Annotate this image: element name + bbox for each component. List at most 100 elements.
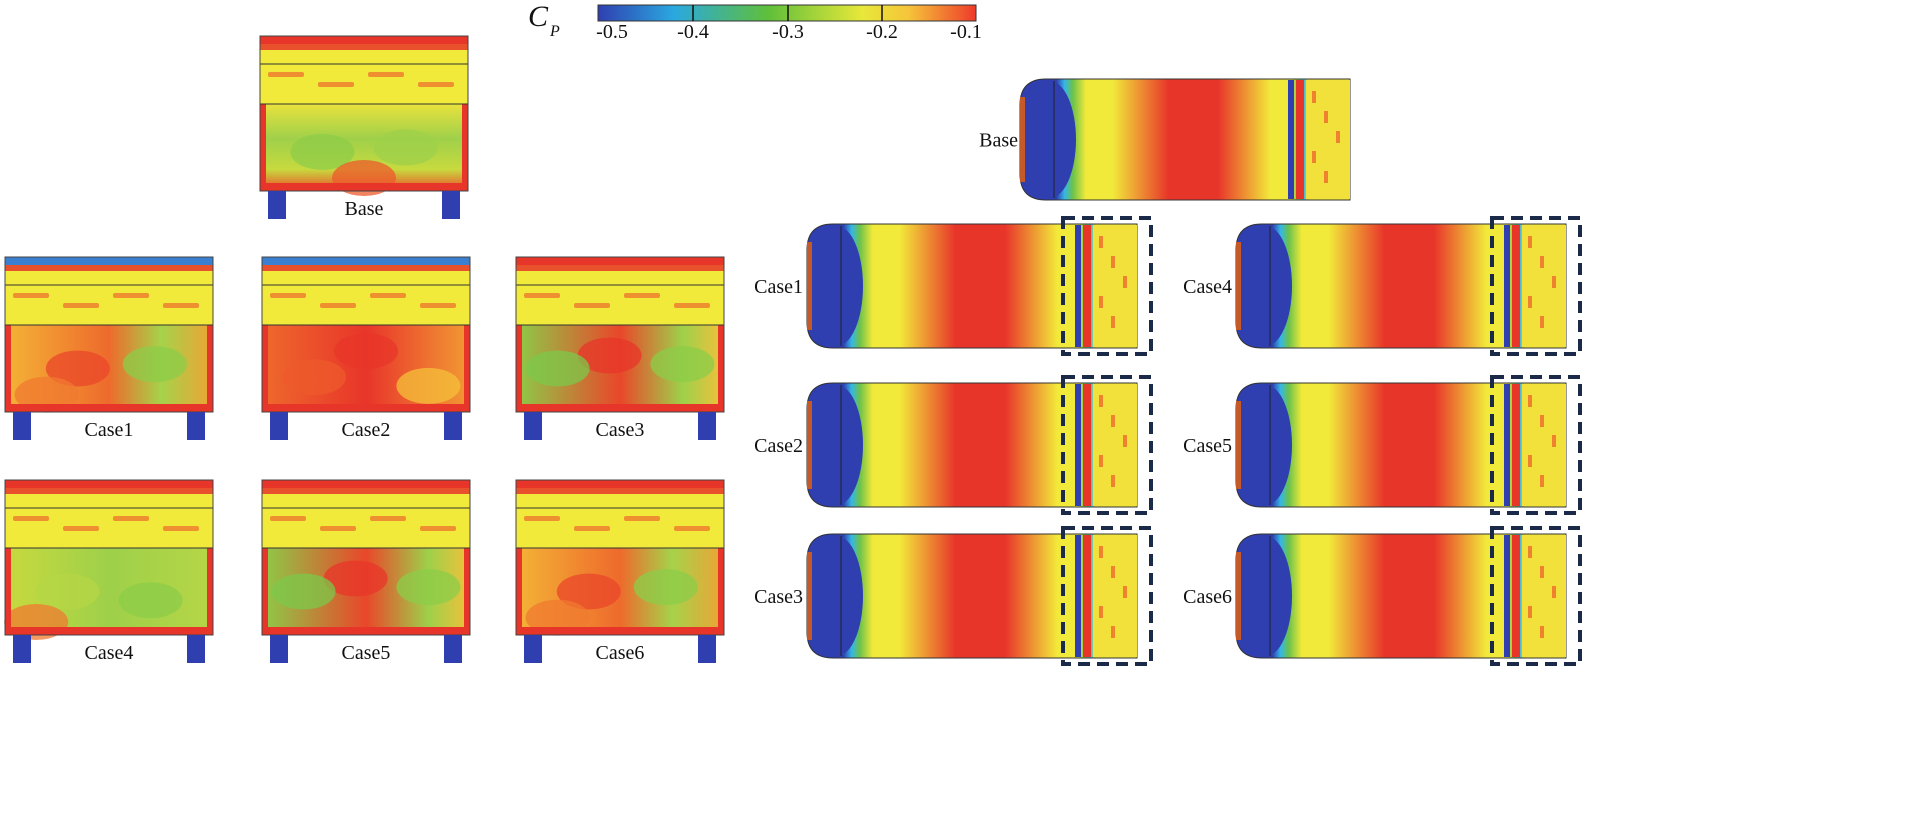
nose-low-pressure-zone bbox=[811, 536, 863, 656]
colorbar-subscript: P bbox=[549, 23, 560, 40]
nose-low-pressure-zone bbox=[811, 226, 863, 346]
nose-low-pressure-zone bbox=[1024, 81, 1076, 198]
rear-streak bbox=[418, 82, 454, 87]
rear-left-edge bbox=[5, 325, 11, 412]
rear-left-edge bbox=[262, 325, 268, 412]
gap-high-pressure-band bbox=[1083, 535, 1091, 657]
gap-low-pressure-band bbox=[1504, 535, 1510, 657]
highlight-dashed-box bbox=[1490, 216, 1582, 356]
rear-deck-streak bbox=[1123, 586, 1127, 598]
nose-edge bbox=[1236, 552, 1241, 640]
rear-view-case3: Case3 bbox=[515, 256, 725, 441]
colorbar-tick-label: -0.4 bbox=[677, 21, 709, 43]
colorbar-gradient bbox=[597, 4, 977, 22]
rear-view-label: Case2 bbox=[342, 419, 391, 441]
rear-roof-strip bbox=[516, 480, 724, 488]
rear-deck-streak bbox=[1111, 316, 1115, 328]
rear-deck-streak bbox=[1540, 626, 1544, 638]
rear-roof-strip bbox=[260, 36, 468, 44]
rear-pressure-blob bbox=[45, 350, 110, 387]
rear-streak bbox=[163, 303, 199, 308]
rear-pressure-blob bbox=[650, 346, 715, 383]
gap-low-pressure-band bbox=[1075, 225, 1081, 347]
gap-high-pressure-band bbox=[1512, 384, 1520, 506]
rear-deck-streak bbox=[1312, 91, 1316, 103]
rear-left-edge bbox=[5, 548, 11, 635]
rear-deck-streak bbox=[1123, 276, 1127, 288]
rear-streak bbox=[163, 526, 199, 531]
nose-low-pressure-zone bbox=[1240, 385, 1292, 505]
gap-high-pressure-band bbox=[1083, 384, 1091, 506]
gap-low-pressure-band bbox=[1288, 80, 1294, 199]
rear-deck-streak bbox=[1111, 626, 1115, 638]
rear-deck-streak bbox=[1099, 606, 1103, 618]
colorbar-symbol: C bbox=[528, 0, 549, 33]
rear-deck-streak bbox=[1528, 455, 1532, 467]
rear-deck-streak bbox=[1540, 415, 1544, 427]
rear-streak bbox=[113, 516, 149, 521]
rear-pressure-blob bbox=[373, 129, 438, 166]
rear-view-case5: Case5 bbox=[261, 479, 471, 664]
rear-outline bbox=[261, 256, 471, 413]
rear-bottom-edge bbox=[262, 404, 470, 412]
rear-pressure-blob bbox=[396, 569, 461, 606]
rear-deck-streak bbox=[1540, 566, 1544, 578]
rear-streak bbox=[63, 303, 99, 308]
nose-edge bbox=[807, 242, 812, 330]
rear-wheel-left bbox=[270, 635, 288, 663]
rear-deck-streak bbox=[1111, 475, 1115, 487]
side-view-base: Base bbox=[979, 78, 1351, 201]
rear-streak bbox=[13, 293, 49, 298]
rear-roof-strip bbox=[262, 480, 470, 488]
rear-streak bbox=[624, 516, 660, 521]
colorbar-tick-label: -0.1 bbox=[950, 21, 982, 43]
side-view-label: Case4 bbox=[1183, 276, 1232, 298]
rear-deck-streak bbox=[1312, 151, 1316, 163]
rear-streak bbox=[270, 293, 306, 298]
side-view-case2: Case2 bbox=[754, 375, 1153, 515]
rear-deck-streak bbox=[1540, 316, 1544, 328]
rear-deck-streak bbox=[1111, 256, 1115, 268]
rear-pressure-blob bbox=[396, 367, 461, 404]
rear-deck-streak bbox=[1111, 566, 1115, 578]
side-view-label: Base bbox=[979, 130, 1018, 152]
rear-pressure-blob bbox=[525, 350, 590, 387]
rear-view-case4: Case4 bbox=[4, 479, 214, 664]
rear-roof-strip bbox=[5, 480, 213, 488]
rear-bottom-edge bbox=[516, 627, 724, 635]
rear-top-stripe bbox=[5, 488, 213, 494]
rear-pressure-blob bbox=[334, 333, 398, 370]
gap-high-pressure-band bbox=[1512, 535, 1520, 657]
rear-streak bbox=[370, 516, 406, 521]
rear-wheel-left bbox=[270, 412, 288, 440]
highlight-dashed-box bbox=[1061, 526, 1153, 666]
rear-outline bbox=[4, 256, 214, 413]
rear-left-edge bbox=[262, 548, 268, 635]
rear-views: Base Case1 Case2 Case3 Case4 Case5 Case6 bbox=[4, 35, 725, 664]
rear-top-stripe bbox=[262, 488, 470, 494]
rear-wheel-right bbox=[698, 635, 716, 663]
highlight-dashed-box bbox=[1061, 216, 1153, 356]
rear-deck-streak bbox=[1099, 546, 1103, 558]
rear-right-edge bbox=[207, 548, 213, 635]
rear-bottom-edge bbox=[516, 404, 724, 412]
nose-low-pressure-zone bbox=[1240, 536, 1292, 656]
rear-pressure-blob bbox=[271, 573, 336, 610]
rear-wheel-right bbox=[187, 635, 205, 663]
rear-streak bbox=[674, 303, 710, 308]
rear-wheel-left bbox=[524, 412, 542, 440]
side-view-label: Case6 bbox=[1183, 586, 1232, 608]
rear-streak bbox=[420, 303, 456, 308]
rear-pressure-blob bbox=[525, 599, 590, 636]
rear-streak bbox=[268, 72, 304, 77]
rear-right-edge bbox=[207, 325, 213, 412]
rear-streak bbox=[370, 293, 406, 298]
side-view-label: Case5 bbox=[1183, 435, 1232, 457]
rear-streak bbox=[13, 516, 49, 521]
rear-top-stripe bbox=[516, 265, 724, 271]
side-view-label: Case3 bbox=[754, 586, 803, 608]
rear-wheel-right bbox=[698, 412, 716, 440]
rear-view-label: Case3 bbox=[596, 419, 645, 441]
side-view-case4: Case4 bbox=[1183, 216, 1582, 356]
gap-low-pressure-band bbox=[1075, 535, 1081, 657]
